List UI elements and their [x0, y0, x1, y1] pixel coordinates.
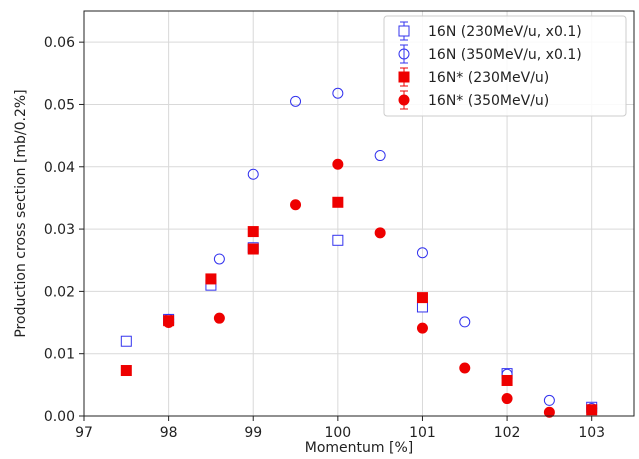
data-point [374, 227, 386, 239]
data-point [247, 243, 259, 255]
series-2 [163, 87, 598, 415]
series-4 [163, 158, 555, 418]
legend-marker [398, 48, 410, 60]
data-point [332, 234, 344, 246]
legend-entry-label: 16N (350MeV/u, x0.1) [428, 47, 582, 63]
x-tick-label: 98 [160, 425, 178, 441]
x-tick-label: 99 [244, 425, 262, 441]
data-point [501, 393, 513, 405]
x-tick-label: 102 [494, 425, 521, 441]
y-tick-label: 0.06 [44, 35, 75, 51]
data-marks [120, 87, 598, 418]
data-point [586, 404, 598, 416]
data-point [247, 226, 259, 238]
legend-marker [398, 71, 410, 83]
y-tick-label: 0.00 [44, 409, 75, 425]
legend-marker [398, 25, 410, 37]
y-tick-label: 0.03 [44, 222, 75, 238]
data-point [332, 196, 344, 208]
x-tick-label: 101 [409, 425, 436, 441]
x-axis-ticks: 97 98 99 100 101 102 103 [75, 416, 605, 441]
y-tick-label: 0.04 [44, 160, 75, 176]
data-point [416, 322, 428, 334]
legend-entry-label: 16N (230MeV/u, x0.1) [428, 24, 582, 40]
x-tick-label: 100 [324, 425, 351, 441]
legend-entry-label: 16N* (230MeV/u) [428, 70, 549, 86]
x-tick-label: 103 [578, 425, 605, 441]
series-1 [120, 234, 598, 413]
x-axis-label: Momentum [%] [305, 440, 413, 456]
plot-frame [83, 10, 635, 417]
data-point [416, 247, 428, 259]
data-point [416, 292, 428, 304]
y-axis-label: Production cross section [mb/0.2%] [13, 89, 29, 337]
data-point [332, 87, 344, 99]
legend: 16N (230MeV/u, x0.1) 16N (350MeV/u, x0.1)… [383, 15, 627, 117]
data-point [247, 168, 259, 180]
data-point [290, 95, 302, 107]
legend-entry-label: 16N* (350MeV/u) [428, 93, 549, 109]
series-3 [120, 196, 598, 416]
data-point [120, 365, 132, 377]
data-point [459, 362, 471, 374]
data-point [501, 374, 513, 386]
legend-box [383, 15, 627, 117]
data-point [459, 316, 471, 328]
data-point [120, 335, 132, 347]
y-axis-ticks: 0.00 0.01 0.02 0.03 0.04 0.05 0.06 [44, 35, 84, 425]
data-point [374, 150, 386, 162]
legend-marker [398, 94, 410, 106]
x-tick-label: 97 [75, 425, 93, 441]
y-tick-label: 0.02 [44, 284, 75, 300]
y-tick-label: 0.01 [44, 347, 75, 363]
data-point [332, 158, 344, 170]
y-tick-label: 0.05 [44, 97, 75, 113]
data-point [543, 406, 555, 418]
data-point [290, 199, 302, 211]
data-point [205, 273, 217, 285]
data-point [416, 301, 428, 313]
data-point [163, 317, 175, 329]
data-point [213, 312, 225, 324]
data-point [213, 253, 225, 265]
data-point [543, 394, 555, 406]
